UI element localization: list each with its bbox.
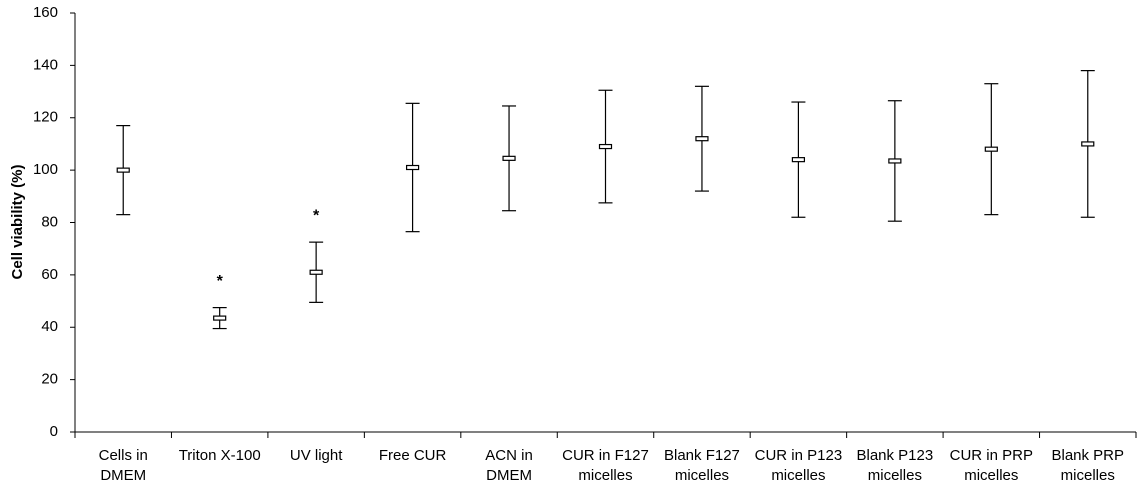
x-tick-label: Blank F127 xyxy=(664,447,740,464)
x-tick-label: micelles xyxy=(868,467,922,484)
x-tick-label: ACN in xyxy=(485,447,533,464)
y-tick-label: 80 xyxy=(41,213,58,230)
mean-marker xyxy=(405,164,420,171)
mean-marker xyxy=(116,167,130,173)
error-bar xyxy=(212,307,227,330)
mean-marker xyxy=(309,269,323,275)
error-bar xyxy=(116,125,131,216)
mean-marker xyxy=(1081,141,1095,147)
annotation: * xyxy=(313,207,320,224)
error-bar xyxy=(791,101,806,218)
x-tick-label: DMEM xyxy=(486,467,532,484)
error-bar xyxy=(598,89,613,204)
error-bar xyxy=(1080,70,1095,218)
y-tick-label: 40 xyxy=(41,318,58,335)
mean-marker xyxy=(888,158,902,164)
y-tick-label: 20 xyxy=(41,371,58,388)
error-bar xyxy=(502,105,517,212)
error-bar xyxy=(405,102,420,233)
mean-marker xyxy=(791,157,806,163)
x-tick-label: CUR in P123 xyxy=(755,447,843,464)
x-tick-label: CUR in PRP xyxy=(950,447,1033,464)
x-tick-label: Blank P123 xyxy=(856,447,933,464)
y-tick-label: 120 xyxy=(33,109,58,126)
x-tick-label: Free CUR xyxy=(379,447,447,464)
y-tick-label: 0 xyxy=(50,423,58,440)
error-bar xyxy=(887,100,902,222)
x-tick-label: micelles xyxy=(578,467,632,484)
x-tick-label: micelles xyxy=(675,467,729,484)
mean-marker xyxy=(695,136,709,142)
y-tick-label: 100 xyxy=(33,161,58,178)
y-tick-label: 60 xyxy=(41,266,58,283)
error-bar xyxy=(984,83,999,216)
mean-marker xyxy=(598,143,613,150)
mean-marker xyxy=(984,146,998,152)
x-tick-label: Triton X-100 xyxy=(179,447,261,464)
y-tick-label: 160 xyxy=(33,4,58,21)
y-tick-label: 140 xyxy=(33,56,58,73)
x-tick-label: micelles xyxy=(771,467,825,484)
x-tick-label: CUR in F127 xyxy=(562,447,649,464)
y-axis-title: Cell viability (%) xyxy=(9,164,26,279)
x-tick-label: micelles xyxy=(964,467,1018,484)
mean-marker xyxy=(502,155,516,161)
x-tick-label: micelles xyxy=(1061,467,1115,484)
mean-marker xyxy=(213,315,227,321)
x-tick-label: UV light xyxy=(290,447,343,464)
error-bar xyxy=(309,241,324,303)
x-tick-label: Cells in xyxy=(99,447,148,464)
x-tick-label: DMEM xyxy=(100,467,146,484)
x-tick-label: Blank PRP xyxy=(1051,447,1124,464)
error-bar xyxy=(694,85,709,192)
annotation: * xyxy=(217,273,224,290)
